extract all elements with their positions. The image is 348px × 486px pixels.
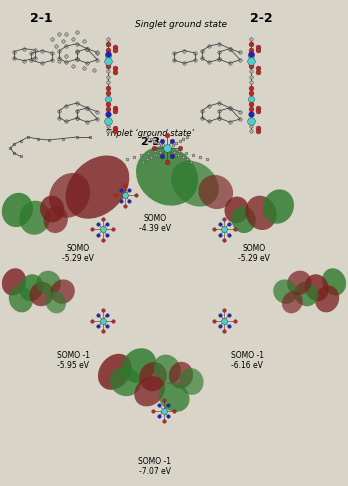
Text: SOMO
-5.29 eV: SOMO -5.29 eV	[238, 244, 270, 263]
Ellipse shape	[315, 285, 339, 312]
Ellipse shape	[304, 274, 329, 301]
Ellipse shape	[98, 354, 132, 390]
Ellipse shape	[158, 382, 190, 412]
Ellipse shape	[287, 271, 311, 295]
Ellipse shape	[65, 156, 129, 219]
Text: SOMO
-5.29 eV: SOMO -5.29 eV	[62, 244, 94, 263]
Ellipse shape	[37, 271, 61, 295]
Ellipse shape	[122, 348, 157, 383]
Ellipse shape	[263, 190, 294, 224]
Ellipse shape	[134, 376, 165, 406]
Ellipse shape	[282, 291, 303, 313]
Ellipse shape	[2, 193, 33, 227]
Ellipse shape	[9, 285, 33, 312]
Text: Triplet ‘ground state’: Triplet ‘ground state’	[106, 129, 193, 138]
Ellipse shape	[139, 362, 167, 391]
Text: 2-1: 2-1	[30, 12, 53, 25]
Ellipse shape	[19, 274, 44, 301]
Text: SOMO
-4.39 eV: SOMO -4.39 eV	[139, 214, 171, 233]
Ellipse shape	[110, 367, 141, 396]
Text: Singlet ground state: Singlet ground state	[135, 20, 227, 30]
Ellipse shape	[224, 196, 249, 224]
Ellipse shape	[198, 175, 233, 209]
Ellipse shape	[30, 282, 54, 306]
Ellipse shape	[179, 368, 204, 395]
Ellipse shape	[44, 206, 68, 233]
Text: 2-3: 2-3	[140, 137, 160, 147]
Ellipse shape	[45, 291, 66, 313]
Ellipse shape	[231, 206, 256, 233]
Ellipse shape	[322, 268, 346, 295]
Ellipse shape	[2, 268, 26, 295]
Ellipse shape	[273, 279, 298, 304]
Ellipse shape	[49, 173, 90, 218]
Ellipse shape	[19, 201, 50, 235]
Ellipse shape	[50, 279, 75, 304]
Ellipse shape	[294, 282, 318, 306]
Text: SOMO -1
-5.95 eV: SOMO -1 -5.95 eV	[57, 351, 89, 370]
Ellipse shape	[136, 146, 198, 206]
Ellipse shape	[169, 362, 193, 389]
Ellipse shape	[153, 355, 181, 384]
Ellipse shape	[40, 195, 64, 223]
Text: 2-2: 2-2	[250, 12, 272, 25]
Ellipse shape	[245, 196, 277, 230]
Text: SOMO -1
-7.07 eV: SOMO -1 -7.07 eV	[139, 457, 171, 476]
Ellipse shape	[171, 161, 219, 207]
Text: SOMO -1
-6.16 eV: SOMO -1 -6.16 eV	[231, 351, 263, 370]
